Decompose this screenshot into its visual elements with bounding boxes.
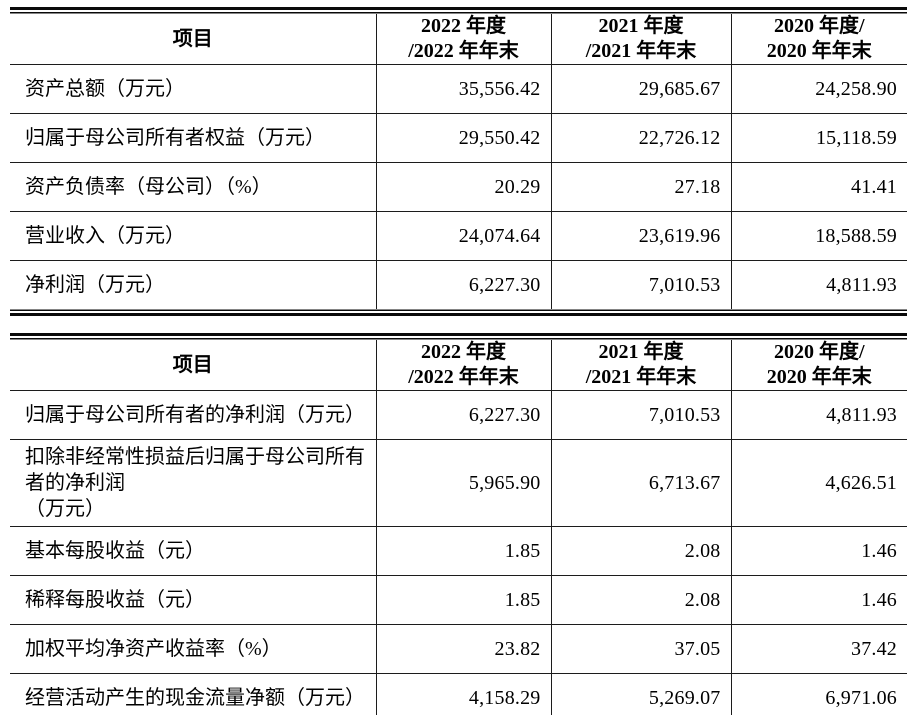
table-row: 加权平均净资产收益率（%） 23.82 37.05 37.42 <box>10 624 907 674</box>
financial-summary-table-1: 项目 2022 年度 /2022 年年末 2021 年度 /2021 年年末 2… <box>10 14 907 309</box>
table1-column-header-item: 项目 <box>172 27 213 50</box>
row-label: 归属于母公司所有者的净利润（万元） <box>10 390 376 440</box>
value-2022: 29,550.42 <box>375 113 551 163</box>
value-2020: 6,971.06 <box>730 673 907 715</box>
value-2021: 7,010.53 <box>550 260 731 309</box>
table2-header-row: 项目 2022 年度 /2022 年年末 2021 年度 /2021 年年末 2… <box>10 340 907 391</box>
row-label: 净利润（万元） <box>10 260 376 309</box>
table-row: 资产总额（万元） 35,556.42 29,685.67 24,258.90 <box>10 64 907 114</box>
value-2020: 4,626.51 <box>730 439 907 527</box>
value-2020: 1.46 <box>730 575 907 625</box>
table1-bottom-double-rule <box>10 309 907 316</box>
table-row: 经营活动产生的现金流量净额（万元） 4,158.29 5,269.07 6,97… <box>10 673 907 715</box>
value-2021: 27.18 <box>550 162 731 212</box>
table1-header-row: 项目 2022 年度 /2022 年年末 2021 年度 /2021 年年末 2… <box>10 14 907 65</box>
value-2020: 15,118.59 <box>730 113 907 163</box>
value-2020: 4,811.93 <box>730 390 907 440</box>
top-margin <box>0 0 914 7</box>
value-2020: 37.42 <box>730 624 907 674</box>
table2-column-header-2021: 2021 年度 /2021 年年末 <box>550 340 731 391</box>
row-label: 经营活动产生的现金流量净额（万元） <box>10 673 376 715</box>
row-label: 扣除非经常性损益后归属于母公司所有 者的净利润 （万元） <box>10 439 376 527</box>
value-2022: 1.85 <box>375 575 551 625</box>
value-2022: 23.82 <box>375 624 551 674</box>
financial-summary-table-2: 项目 2022 年度 /2022 年年末 2021 年度 /2021 年年末 2… <box>10 340 907 715</box>
value-2021: 37.05 <box>550 624 731 674</box>
value-2020: 1.46 <box>730 526 907 576</box>
value-2021: 23,619.96 <box>550 211 731 261</box>
row-label: 归属于母公司所有者权益（万元） <box>10 113 376 163</box>
value-2020: 18,588.59 <box>730 211 907 261</box>
table-gap <box>0 316 914 333</box>
value-2022: 6,227.30 <box>375 390 551 440</box>
table-row: 资产负债率（母公司）（%） 20.29 27.18 41.41 <box>10 162 907 212</box>
value-2021: 2.08 <box>550 526 731 576</box>
value-2021: 7,010.53 <box>550 390 731 440</box>
value-2020: 24,258.90 <box>730 64 907 114</box>
table2-column-header-item: 项目 <box>172 353 213 376</box>
table1-top-double-rule <box>10 7 907 14</box>
table1-column-header-2022: 2022 年度 /2022 年年末 <box>375 14 551 65</box>
row-label: 基本每股收益（元） <box>10 526 376 576</box>
row-label: 资产总额（万元） <box>10 64 376 114</box>
value-2022: 20.29 <box>375 162 551 212</box>
table2-top-double-rule <box>10 333 907 340</box>
row-label: 加权平均净资产收益率（%） <box>10 624 376 674</box>
table1-column-header-2020: 2020 年度/ 2020 年年末 <box>730 14 907 65</box>
table2-column-header-2020: 2020 年度/ 2020 年年末 <box>730 340 907 391</box>
value-2020: 41.41 <box>730 162 907 212</box>
value-2020: 4,811.93 <box>730 260 907 309</box>
table1-column-header-2021: 2021 年度 /2021 年年末 <box>550 14 731 65</box>
value-2021: 22,726.12 <box>550 113 731 163</box>
table-row: 净利润（万元） 6,227.30 7,010.53 4,811.93 <box>10 260 907 309</box>
value-2022: 6,227.30 <box>375 260 551 309</box>
table2-column-header-2022: 2022 年度 /2022 年年末 <box>375 340 551 391</box>
table-row: 营业收入（万元） 24,074.64 23,619.96 18,588.59 <box>10 211 907 261</box>
value-2021: 6,713.67 <box>550 439 731 527</box>
table-row: 稀释每股收益（元） 1.85 2.08 1.46 <box>10 575 907 625</box>
value-2022: 24,074.64 <box>375 211 551 261</box>
row-label: 营业收入（万元） <box>10 211 376 261</box>
row-label: 稀释每股收益（元） <box>10 575 376 625</box>
value-2021: 29,685.67 <box>550 64 731 114</box>
table-row: 扣除非经常性损益后归属于母公司所有 者的净利润 （万元） 5,965.90 6,… <box>10 439 907 527</box>
value-2022: 35,556.42 <box>375 64 551 114</box>
value-2021: 5,269.07 <box>550 673 731 715</box>
table-row: 归属于母公司所有者的净利润（万元） 6,227.30 7,010.53 4,81… <box>10 390 907 440</box>
value-2022: 5,965.90 <box>375 439 551 527</box>
row-label: 资产负债率（母公司）（%） <box>10 162 376 212</box>
value-2021: 2.08 <box>550 575 731 625</box>
value-2022: 4,158.29 <box>375 673 551 715</box>
value-2022: 1.85 <box>375 526 551 576</box>
table-row: 归属于母公司所有者权益（万元） 29,550.42 22,726.12 15,1… <box>10 113 907 163</box>
table-row: 基本每股收益（元） 1.85 2.08 1.46 <box>10 526 907 576</box>
